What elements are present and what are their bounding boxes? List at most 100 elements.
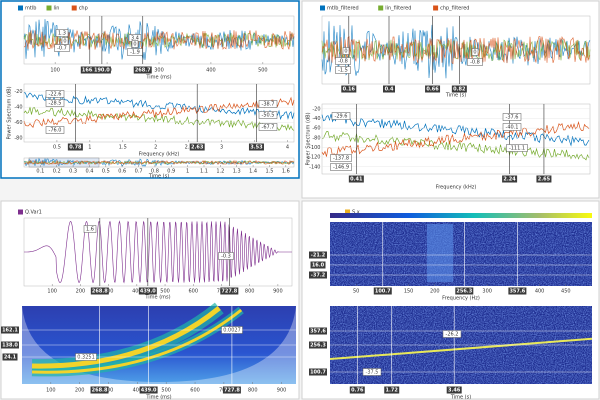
cursor-label: 3.53 xyxy=(250,145,263,151)
cursor-label-box xyxy=(384,386,400,394)
data-tip-box xyxy=(502,113,522,121)
y-tick-label: -80 xyxy=(14,136,22,142)
x-tick-label: 1.6 xyxy=(282,169,290,175)
x-axis-label: Time (ms) xyxy=(145,75,171,81)
data-tip: -1.5 xyxy=(338,68,348,74)
x-axis-label: Frequency (kHz) xyxy=(139,152,180,158)
x-tick-label: 600 xyxy=(188,289,198,295)
cursor-label-box xyxy=(222,386,241,394)
cursor-label-box xyxy=(310,261,326,269)
cursor-label: 1.72 xyxy=(386,388,399,394)
data-tip-box xyxy=(258,100,278,108)
cursor-label: -37.2 xyxy=(311,273,326,279)
x-tick-label: 200 xyxy=(76,289,86,295)
x-tick-label: 50 xyxy=(353,289,359,295)
x-axis-label: Frequency (kHz) xyxy=(436,185,477,191)
cursor-label-box xyxy=(348,175,364,183)
signal-trace xyxy=(23,30,295,50)
colorbar xyxy=(330,213,592,218)
x-tick-label: 300 xyxy=(482,289,492,295)
data-tip: -40.1 xyxy=(506,125,519,131)
cursor-label-box xyxy=(80,66,99,74)
data-tip: -22.6 xyxy=(49,92,62,98)
legend-swatch xyxy=(433,5,439,11)
x-tick-label: 2.5 xyxy=(185,145,193,151)
x-tick-label: 0.4 xyxy=(85,169,93,175)
x-axis-label: Time (ms) xyxy=(145,395,171,400)
cursor-label: 439.0 xyxy=(141,388,157,394)
cursor-label-box xyxy=(309,341,327,349)
x-tick-label: 300 xyxy=(154,68,164,74)
cursor-label: 357.6 xyxy=(310,329,326,335)
data-tip-box xyxy=(218,252,234,260)
cursor-label: 0.66 xyxy=(426,87,439,93)
y-tick-label: -20 xyxy=(312,106,320,112)
signal-trace xyxy=(24,159,295,166)
cursor-label-box xyxy=(133,66,152,74)
x-tick-label: 0.1 xyxy=(36,169,44,175)
cursor-label: 0.76 xyxy=(351,388,364,394)
x-axis-label: Time (s) xyxy=(445,93,466,99)
x-tick-label: 500 xyxy=(160,289,170,295)
cursor-label: 0.78 xyxy=(69,145,82,151)
cursor-label-box xyxy=(425,85,441,93)
data-tip-box xyxy=(258,111,278,119)
data-tip-box xyxy=(83,225,97,233)
data-tip: -146.9 xyxy=(333,165,349,171)
data-tip: 1.3 xyxy=(58,31,66,37)
data-tip-box xyxy=(467,58,483,66)
data-tip: -37.5 xyxy=(366,370,379,376)
x-tick-label: 450 xyxy=(561,289,571,295)
cursor-label: 138.0 xyxy=(2,343,18,349)
data-tip: -38.7 xyxy=(262,102,275,108)
data-tip: 3.4 xyxy=(131,36,139,42)
data-tip: -26.2 xyxy=(446,332,459,338)
x-tick-label: 400 xyxy=(133,388,143,394)
spectrogram-noise xyxy=(330,222,592,286)
y-tick-label: -100 xyxy=(309,145,320,151)
cursor-label: 162.1 xyxy=(2,328,18,334)
data-tip: -1.9 xyxy=(130,50,140,56)
cursor-label: 16.0 xyxy=(312,263,325,269)
x-tick-label: 400 xyxy=(132,289,142,295)
plot-area xyxy=(23,157,295,168)
legend-label: mtlb_filtered xyxy=(327,6,359,12)
cursor-label-box xyxy=(1,341,19,349)
cursor-label-box xyxy=(92,66,111,74)
data-tip-box xyxy=(45,90,65,98)
cursor-label: 100.7 xyxy=(310,370,326,376)
x-tick-label: 500 xyxy=(258,68,268,74)
x-tick-label: 2 xyxy=(154,145,157,151)
x-tick-label: 0.7 xyxy=(135,169,143,175)
x-tick-label: 1.5 xyxy=(265,169,273,175)
legend-label: S.x xyxy=(352,210,360,216)
x-tick-label: 200 xyxy=(75,388,85,394)
cursor-label-box xyxy=(309,368,327,376)
spectrum-trace xyxy=(23,96,295,128)
spectrum-trace xyxy=(321,114,590,147)
legend-label: lin xyxy=(54,6,60,12)
legend-label: chp xyxy=(79,6,88,12)
x-tick-label: 3 xyxy=(220,145,223,151)
y-tick-label: -60 xyxy=(312,126,320,132)
signal-trace xyxy=(23,19,295,61)
x-tick-label: 1.3 xyxy=(233,169,241,175)
data-tip: -37.6 xyxy=(506,115,519,121)
x-tick-label: 500 xyxy=(161,388,171,394)
cursor-label-box xyxy=(309,271,327,279)
cursor-label-box xyxy=(248,143,264,151)
x-tick-label: 1.1 xyxy=(200,169,208,175)
legend-label: chp_filtered xyxy=(440,6,469,12)
cursor-label-box xyxy=(1,326,19,334)
cursor-label-box xyxy=(2,353,18,361)
data-tip: -137.8 xyxy=(333,156,349,162)
cursor-label-box xyxy=(341,85,357,93)
cursor-label-box xyxy=(90,287,109,295)
data-tip: 0 xyxy=(473,50,476,56)
x-axis-label: Time (ms) xyxy=(144,295,170,301)
x-tick-label: 800 xyxy=(248,388,258,394)
cursor-label-box xyxy=(67,143,83,151)
legend-swatch xyxy=(320,5,325,11)
spectrum-trace xyxy=(23,106,295,132)
